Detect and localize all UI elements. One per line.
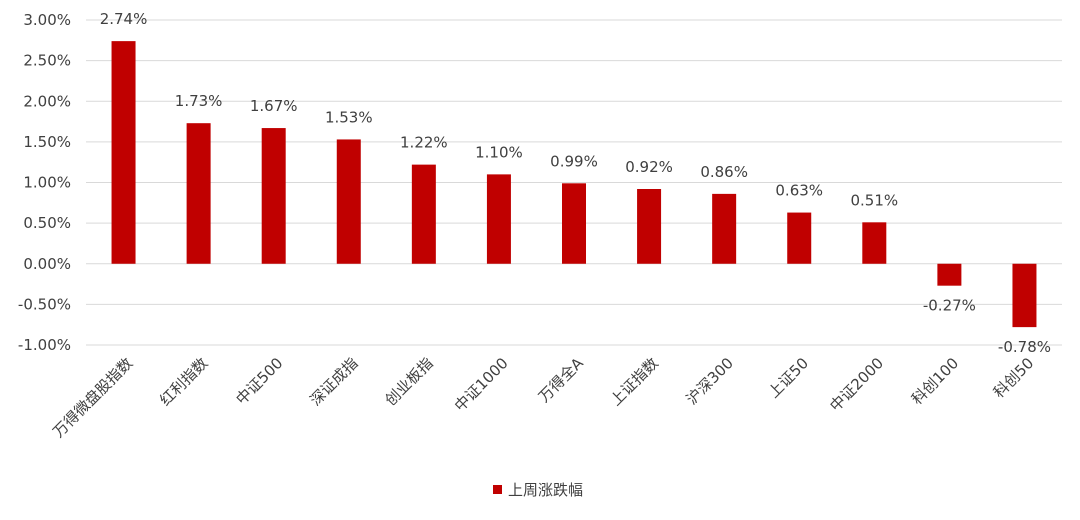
data-label: 1.10% bbox=[475, 143, 523, 161]
x-category-label: 深证成指 bbox=[306, 354, 361, 409]
data-label: 0.99% bbox=[550, 152, 598, 170]
x-axis-categories: 万得微盘股指数 红利指数 中证500 深证成指 创业板指 中证1000 万得全A 上证指数 沪深… bbox=[49, 354, 1037, 442]
y-tick-label: 2.50% bbox=[23, 52, 71, 70]
x-category-label: 创业板指 bbox=[382, 354, 437, 409]
bar bbox=[411, 164, 436, 264]
bar bbox=[787, 212, 812, 264]
data-labels: 2.74% 1.73% 1.67% 1.53% 1.22% 1.10% 0.99% 0.92%… bbox=[100, 10, 1051, 356]
y-tick-label: -1.00% bbox=[18, 336, 71, 354]
bar bbox=[1012, 263, 1037, 328]
bar bbox=[486, 174, 511, 264]
bar bbox=[637, 189, 662, 264]
data-label: -0.27% bbox=[923, 297, 976, 315]
legend: 上周涨跌幅 bbox=[493, 481, 583, 499]
x-category-label: 红利指数 bbox=[156, 354, 211, 409]
y-tick-label: 0.50% bbox=[23, 214, 71, 232]
data-label: 2.74% bbox=[100, 10, 148, 28]
x-category-label: 科创50 bbox=[990, 354, 1037, 401]
data-label: 0.86% bbox=[700, 163, 748, 181]
data-label: 1.73% bbox=[175, 92, 223, 110]
x-category-label: 科创100 bbox=[908, 354, 962, 408]
y-axis-ticks: 3.00% 2.50% 2.00% 1.50% 1.00% 0.50% 0.00% -0.50… bbox=[18, 11, 71, 354]
gridlines bbox=[86, 19, 1062, 346]
bar bbox=[186, 123, 211, 264]
x-category-label: 上证指数 bbox=[607, 354, 662, 409]
bar bbox=[111, 41, 136, 264]
x-category-label: 中证500 bbox=[232, 354, 286, 408]
bar bbox=[937, 263, 962, 286]
y-tick-label: 3.00% bbox=[23, 11, 71, 29]
y-tick-label: 2.00% bbox=[23, 92, 71, 110]
y-tick-label: 1.00% bbox=[23, 174, 71, 192]
legend-label: 上周涨跌幅 bbox=[508, 481, 583, 499]
data-label: 0.92% bbox=[625, 158, 673, 176]
bar bbox=[712, 193, 737, 264]
x-category-label: 万得微盘股指数 bbox=[49, 354, 136, 441]
data-label: 0.63% bbox=[775, 182, 823, 200]
bar bbox=[336, 139, 361, 264]
y-tick-label: 0.00% bbox=[23, 255, 71, 273]
bar bbox=[862, 222, 887, 264]
bar bbox=[261, 128, 286, 264]
data-label: 0.51% bbox=[850, 191, 898, 209]
x-category-label: 中证1000 bbox=[451, 354, 512, 415]
data-label: 1.53% bbox=[325, 108, 373, 126]
y-tick-label: 1.50% bbox=[23, 133, 71, 151]
data-label: 1.22% bbox=[400, 134, 448, 152]
x-category-label: 沪深300 bbox=[683, 354, 737, 408]
y-tick-label: -0.50% bbox=[18, 295, 71, 313]
legend-swatch bbox=[493, 485, 502, 494]
x-category-label: 上证50 bbox=[765, 354, 812, 401]
data-label: -0.78% bbox=[998, 338, 1051, 356]
data-label: 1.67% bbox=[250, 97, 298, 115]
x-category-label: 中证2000 bbox=[826, 354, 887, 415]
bars bbox=[111, 41, 1037, 328]
x-category-label: 万得全A bbox=[535, 354, 587, 406]
bar bbox=[562, 183, 586, 264]
